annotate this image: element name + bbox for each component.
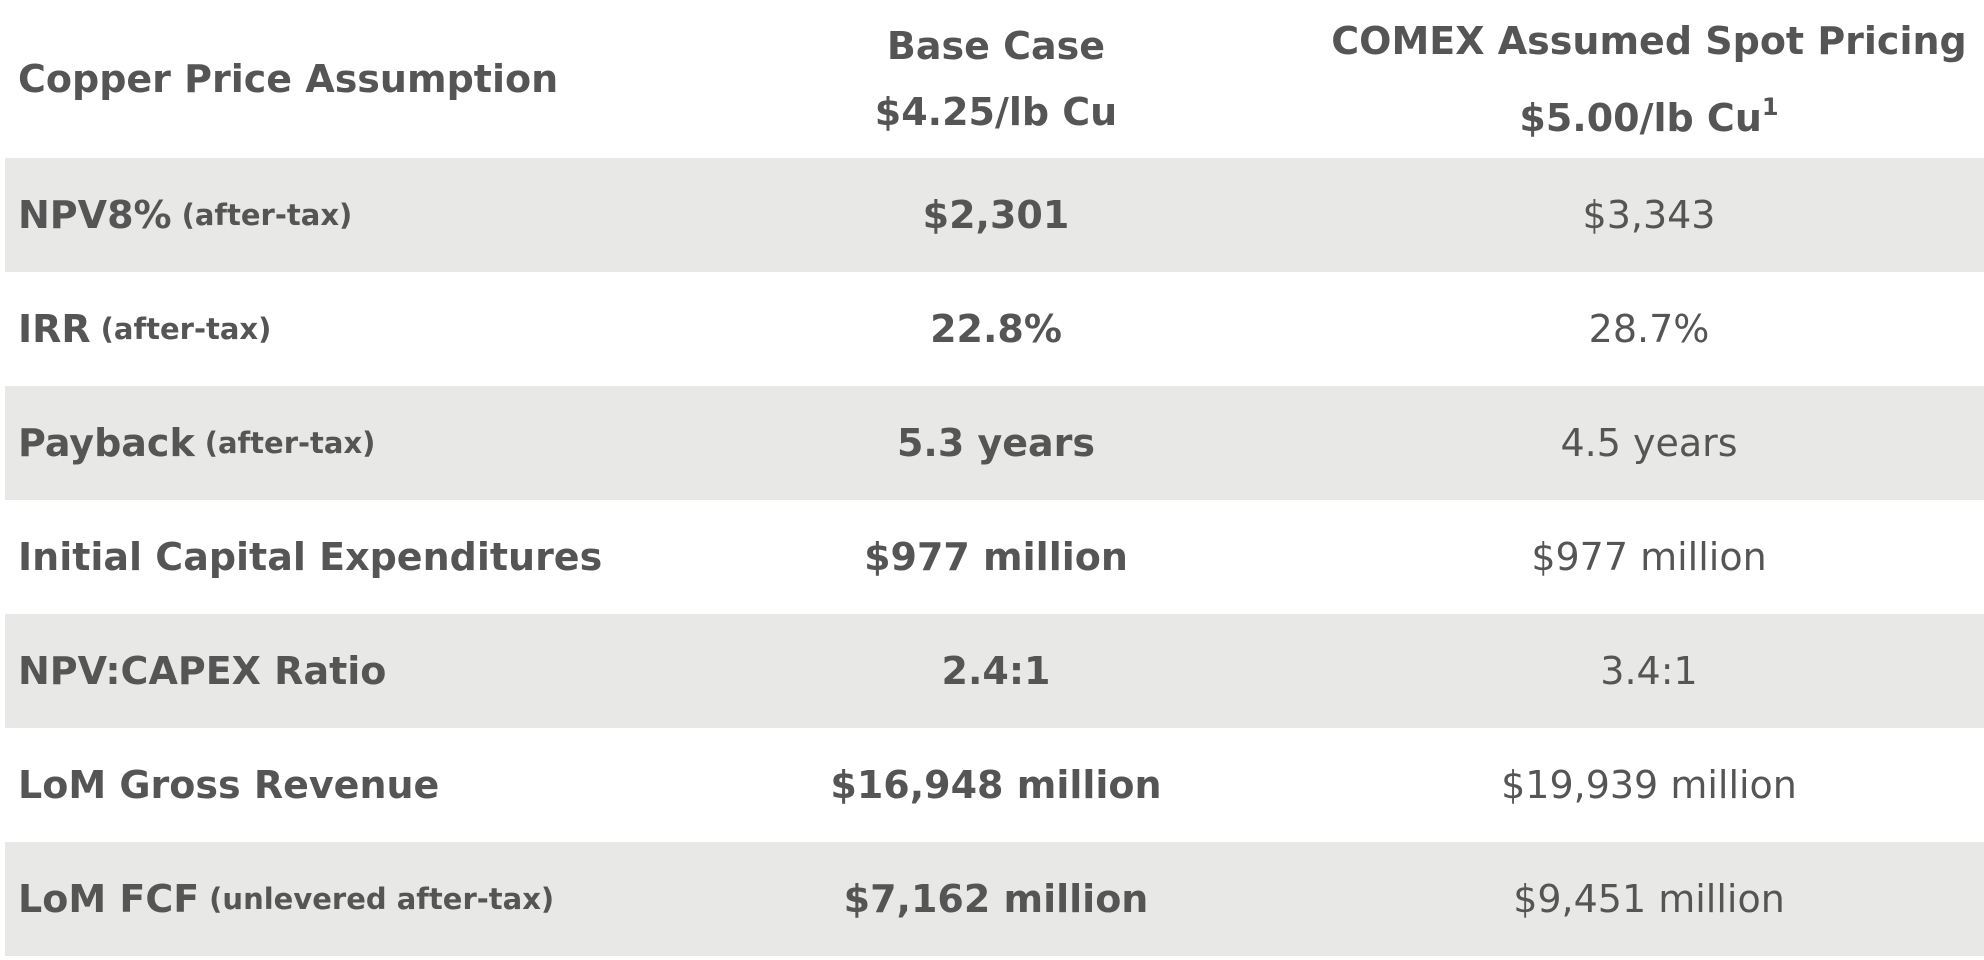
label-text: Initial Capital Expenditures <box>18 535 603 579</box>
row-label: LoM Gross Revenue <box>18 728 439 842</box>
row-label: NPV:CAPEX Ratio <box>18 614 386 728</box>
header-text: $5.00/lb Cu1 <box>1519 74 1778 151</box>
comex-value: $977 million <box>1531 535 1767 579</box>
label-qualifier: (after-tax) <box>181 198 353 232</box>
row-label: Initial Capital Expenditures <box>18 500 602 614</box>
label-text: NPV8% <box>18 193 172 237</box>
label-text: LoM Gross Revenue <box>18 763 440 807</box>
base-value: $977 million <box>864 535 1128 579</box>
header-comex: COMEX Assumed Spot Pricing $5.00/lb Cu1 <box>1331 0 1966 158</box>
base-value: $2,301 <box>922 193 1070 237</box>
comex-value: 3.4:1 <box>1600 649 1698 693</box>
header-text: $4.25/lb Cu <box>874 90 1118 134</box>
label-text: LoM FCF <box>18 877 200 921</box>
comex-value: $3,343 <box>1582 193 1716 237</box>
base-value: 2.4:1 <box>941 649 1051 693</box>
table-row: LoM FCF (unlevered after-tax) $7,162 milli… <box>5 842 1984 956</box>
row-label: Payback (after-tax) <box>18 386 375 500</box>
table-row: LoM Gross Revenue $16,948 million $19,939 … <box>5 728 1984 842</box>
header-text: COMEX Assumed Spot Pricing <box>1331 18 1967 63</box>
table-row: Initial Capital Expenditures $977 million… <box>5 500 1984 614</box>
base-value: $7,162 million <box>843 877 1149 921</box>
table-row: NPV:CAPEX Ratio 2.4:1 3.4:1 <box>5 614 1984 728</box>
header-base: Base Case $4.25/lb Cu <box>875 0 1117 158</box>
base-value: $16,948 million <box>830 763 1162 807</box>
row-label: LoM FCF (unlevered after-tax) <box>18 842 554 956</box>
header-price: $5.00/lb Cu <box>1519 95 1762 140</box>
comex-value: $19,939 million <box>1501 763 1797 807</box>
label-text: IRR <box>18 307 91 351</box>
base-value: 22.8% <box>930 307 1062 351</box>
label-text: NPV:CAPEX Ratio <box>18 649 387 693</box>
base-value: 5.3 years <box>896 421 1096 465</box>
label-text: Payback <box>18 421 195 465</box>
comex-value: 4.5 years <box>1560 421 1738 465</box>
label-qualifier: (after-tax) <box>100 312 272 346</box>
comex-value: $9,451 million <box>1513 877 1785 921</box>
label-qualifier: (unlevered after-tax) <box>209 882 555 916</box>
header-text: Base Case <box>886 24 1106 68</box>
table-row: IRR (after-tax) 22.8% 28.7% <box>5 272 1984 386</box>
row-label: NPV8% (after-tax) <box>18 158 352 272</box>
footnote-mark: 1 <box>1761 92 1779 121</box>
table-row: Payback (after-tax) 5.3 years 4.5 years <box>5 386 1984 500</box>
label-qualifier: (after-tax) <box>204 426 376 460</box>
comex-value: 28.7% <box>1588 307 1710 351</box>
table-row: NPV8% (after-tax) $2,301 $3,343 <box>5 158 1984 272</box>
header-label: Copper Price Assumption <box>18 57 559 101</box>
header-row: Copper Price Assumption Base Case $4.25/lb… <box>5 0 1984 158</box>
row-label: IRR (after-tax) <box>18 272 271 386</box>
